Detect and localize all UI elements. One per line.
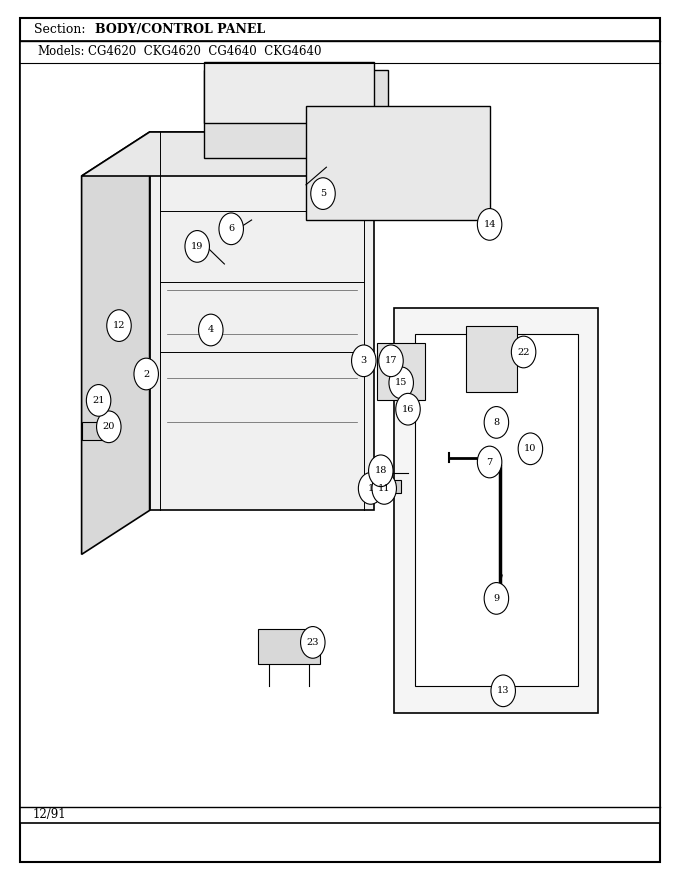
- Circle shape: [358, 473, 383, 504]
- Circle shape: [484, 407, 509, 438]
- Circle shape: [369, 455, 393, 487]
- Polygon shape: [394, 308, 598, 713]
- Circle shape: [484, 583, 509, 614]
- Text: 19: 19: [191, 242, 203, 251]
- Circle shape: [379, 345, 403, 377]
- Polygon shape: [204, 62, 374, 123]
- Polygon shape: [204, 70, 388, 158]
- Text: Section:: Section:: [34, 24, 86, 36]
- Text: 12/91: 12/91: [33, 809, 66, 821]
- Circle shape: [301, 627, 325, 658]
- Text: 2: 2: [143, 370, 150, 378]
- Text: 3: 3: [360, 356, 367, 365]
- Text: 6: 6: [228, 224, 235, 233]
- Text: 16: 16: [402, 405, 414, 414]
- Polygon shape: [82, 132, 150, 554]
- Text: 20: 20: [103, 422, 115, 431]
- Text: 7: 7: [486, 458, 493, 466]
- Polygon shape: [150, 132, 374, 510]
- Text: 17: 17: [385, 356, 397, 365]
- Polygon shape: [381, 480, 401, 493]
- Circle shape: [199, 314, 223, 346]
- Circle shape: [107, 310, 131, 341]
- Text: Models:: Models:: [37, 45, 85, 57]
- Polygon shape: [306, 106, 490, 220]
- Text: 11: 11: [378, 484, 390, 493]
- Polygon shape: [377, 343, 425, 400]
- Polygon shape: [82, 422, 112, 440]
- Text: BODY/CONTROL PANEL: BODY/CONTROL PANEL: [95, 24, 265, 36]
- Text: 12: 12: [113, 321, 125, 330]
- Text: 13: 13: [497, 686, 509, 695]
- Circle shape: [491, 675, 515, 707]
- Circle shape: [396, 393, 420, 425]
- Polygon shape: [466, 326, 517, 392]
- Circle shape: [518, 433, 543, 465]
- Text: 9: 9: [493, 594, 500, 603]
- Text: 4: 4: [207, 326, 214, 334]
- Circle shape: [311, 178, 335, 209]
- Text: 1: 1: [367, 484, 374, 493]
- Circle shape: [477, 209, 502, 240]
- Text: 10: 10: [524, 444, 537, 453]
- Circle shape: [389, 367, 413, 399]
- Polygon shape: [82, 132, 374, 176]
- Circle shape: [477, 446, 502, 478]
- Text: 23: 23: [307, 638, 319, 647]
- Polygon shape: [415, 334, 578, 686]
- Text: 22: 22: [517, 348, 530, 356]
- Text: 8: 8: [493, 418, 500, 427]
- Circle shape: [219, 213, 243, 245]
- Circle shape: [511, 336, 536, 368]
- Circle shape: [86, 385, 111, 416]
- Text: 18: 18: [375, 466, 387, 475]
- Circle shape: [97, 411, 121, 443]
- Text: CG4620  CKG4620  CG4640  CKG4640: CG4620 CKG4620 CG4640 CKG4640: [88, 45, 322, 57]
- Circle shape: [352, 345, 376, 377]
- Text: 5: 5: [320, 189, 326, 198]
- Text: 14: 14: [483, 220, 496, 229]
- Circle shape: [134, 358, 158, 390]
- Circle shape: [372, 473, 396, 504]
- Polygon shape: [258, 629, 320, 664]
- Circle shape: [185, 231, 209, 262]
- Text: 21: 21: [92, 396, 105, 405]
- Bar: [20, 41, 660, 823]
- Text: 15: 15: [395, 378, 407, 387]
